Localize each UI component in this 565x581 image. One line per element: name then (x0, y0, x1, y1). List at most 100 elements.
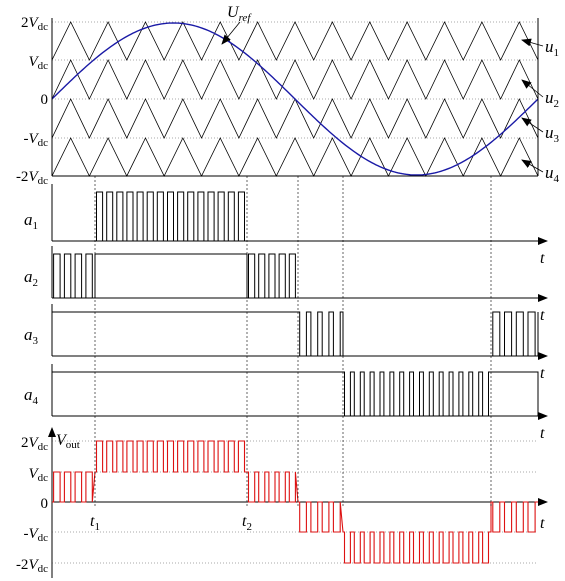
gate-sub: 1 (33, 220, 39, 232)
gate-time-label: t (540, 307, 545, 324)
uref-main: U (227, 4, 240, 21)
gate-row-a3: a3 t (24, 304, 548, 382)
tick-symbol: V (28, 435, 39, 451)
tick-coef: 2 (21, 15, 29, 31)
output-y-tick: -Vdc (23, 526, 48, 544)
carrier-waves (51, 21, 539, 177)
carrier-main: u (545, 163, 554, 182)
gate-main: a (24, 385, 33, 404)
gate-time-label: t (540, 250, 545, 267)
carrier-label-u3: u3 (545, 123, 560, 145)
tick-sub: dc (38, 175, 49, 187)
tick-coef: - (23, 131, 28, 147)
tick-coef: - (23, 526, 28, 542)
panel1-y-tick: -Vdc (23, 131, 48, 149)
panel1-y-tick: -2Vdc (16, 169, 48, 187)
panel1-y-tick: 0 (41, 92, 49, 108)
carrier-label-u1: u1 (545, 37, 559, 59)
gate-main: a (24, 267, 33, 286)
t2-label: t2 (242, 513, 252, 533)
gate-label-a3: a3 (24, 325, 39, 347)
tick-symbol: V (28, 15, 39, 31)
output-y-tick: 0 (41, 496, 49, 512)
gate-label-a1: a1 (24, 210, 38, 232)
carrier-sub: 4 (554, 173, 560, 185)
uref-pointer (221, 21, 241, 45)
gate-sub: 3 (33, 335, 39, 347)
tick-coef: 2 (21, 435, 29, 451)
carrier-label-u4: u4 (545, 163, 560, 185)
tick-sub: dc (38, 532, 49, 544)
carrier-wave-u1 (51, 21, 539, 61)
gate-main: a (24, 210, 33, 229)
gate-waveform-a2 (52, 253, 538, 299)
tick-symbol: V (28, 526, 39, 542)
gate-waveform-a4 (51, 371, 539, 417)
gate-sub: 2 (33, 277, 39, 289)
gate-time-label: t (540, 365, 545, 382)
tick-sub: dc (38, 137, 49, 149)
carrier-pointer (521, 159, 544, 173)
carrier-wave-u4 (51, 137, 539, 177)
tick-coef: 0 (41, 92, 49, 108)
uref-sub: ref (239, 12, 253, 24)
tick-sub: dc (38, 60, 49, 72)
gate-time-label: t (540, 425, 545, 442)
tick-sub: dc (38, 563, 49, 575)
t1-main: t (90, 513, 95, 530)
carrier-main: u (545, 88, 554, 107)
tick-sub: dc (38, 21, 49, 33)
gate-waveform-a3 (51, 311, 539, 357)
carrier-main: u (545, 37, 554, 56)
t1-label: t1 (90, 513, 100, 533)
output-y-tick: -2Vdc (16, 557, 48, 575)
carrier-sub: 3 (554, 133, 560, 145)
uref-label: Uref (227, 4, 252, 24)
t2-main: t (242, 513, 247, 530)
carrier-wave-u2 (51, 59, 539, 100)
vout-main: V (56, 432, 68, 449)
panel1-y-tick: 2Vdc (21, 15, 48, 33)
tick-coef: -2 (16, 169, 29, 185)
gate-label-a2: a2 (24, 267, 38, 289)
panel1-y-tick: Vdc (28, 54, 48, 72)
gate-row-a2: a2 t (24, 246, 548, 324)
gate-sub: 4 (33, 395, 39, 407)
tick-coef: 0 (41, 496, 49, 512)
t2-sub: 2 (246, 521, 252, 533)
carrier-sub: 2 (554, 98, 560, 110)
vout-label: Vout (56, 432, 80, 451)
transition-guides (94, 176, 492, 508)
output-time-label: t (540, 515, 545, 532)
carrier-main: u (545, 123, 554, 142)
carrier-wave-u3 (51, 98, 539, 139)
tick-sub: dc (38, 441, 49, 453)
tick-symbol: V (28, 557, 39, 573)
carrier-pointer (521, 117, 544, 133)
output-waveform (52, 440, 538, 564)
gate-main: a (24, 325, 33, 344)
gate-waveform-a1 (52, 191, 538, 242)
tick-coef: -2 (16, 557, 29, 573)
t1-sub: 1 (94, 521, 100, 533)
gate-row-a4: a4 t (24, 364, 548, 442)
tick-sub: dc (38, 472, 49, 484)
carrier-pointer (521, 38, 544, 47)
output-y-tick: 2Vdc (21, 435, 48, 453)
tick-symbol: V (28, 169, 39, 185)
reference-sine (51, 22, 539, 176)
gate-row-a1: a1 t (24, 184, 548, 267)
output-y-tick: Vdc (28, 466, 48, 484)
gate-label-a4: a4 (24, 385, 39, 407)
tick-symbol: V (28, 466, 39, 482)
tick-symbol: V (28, 131, 39, 147)
tick-symbol: V (28, 54, 39, 70)
carrier-pointer (521, 79, 544, 98)
vout-sub: out (66, 439, 80, 451)
